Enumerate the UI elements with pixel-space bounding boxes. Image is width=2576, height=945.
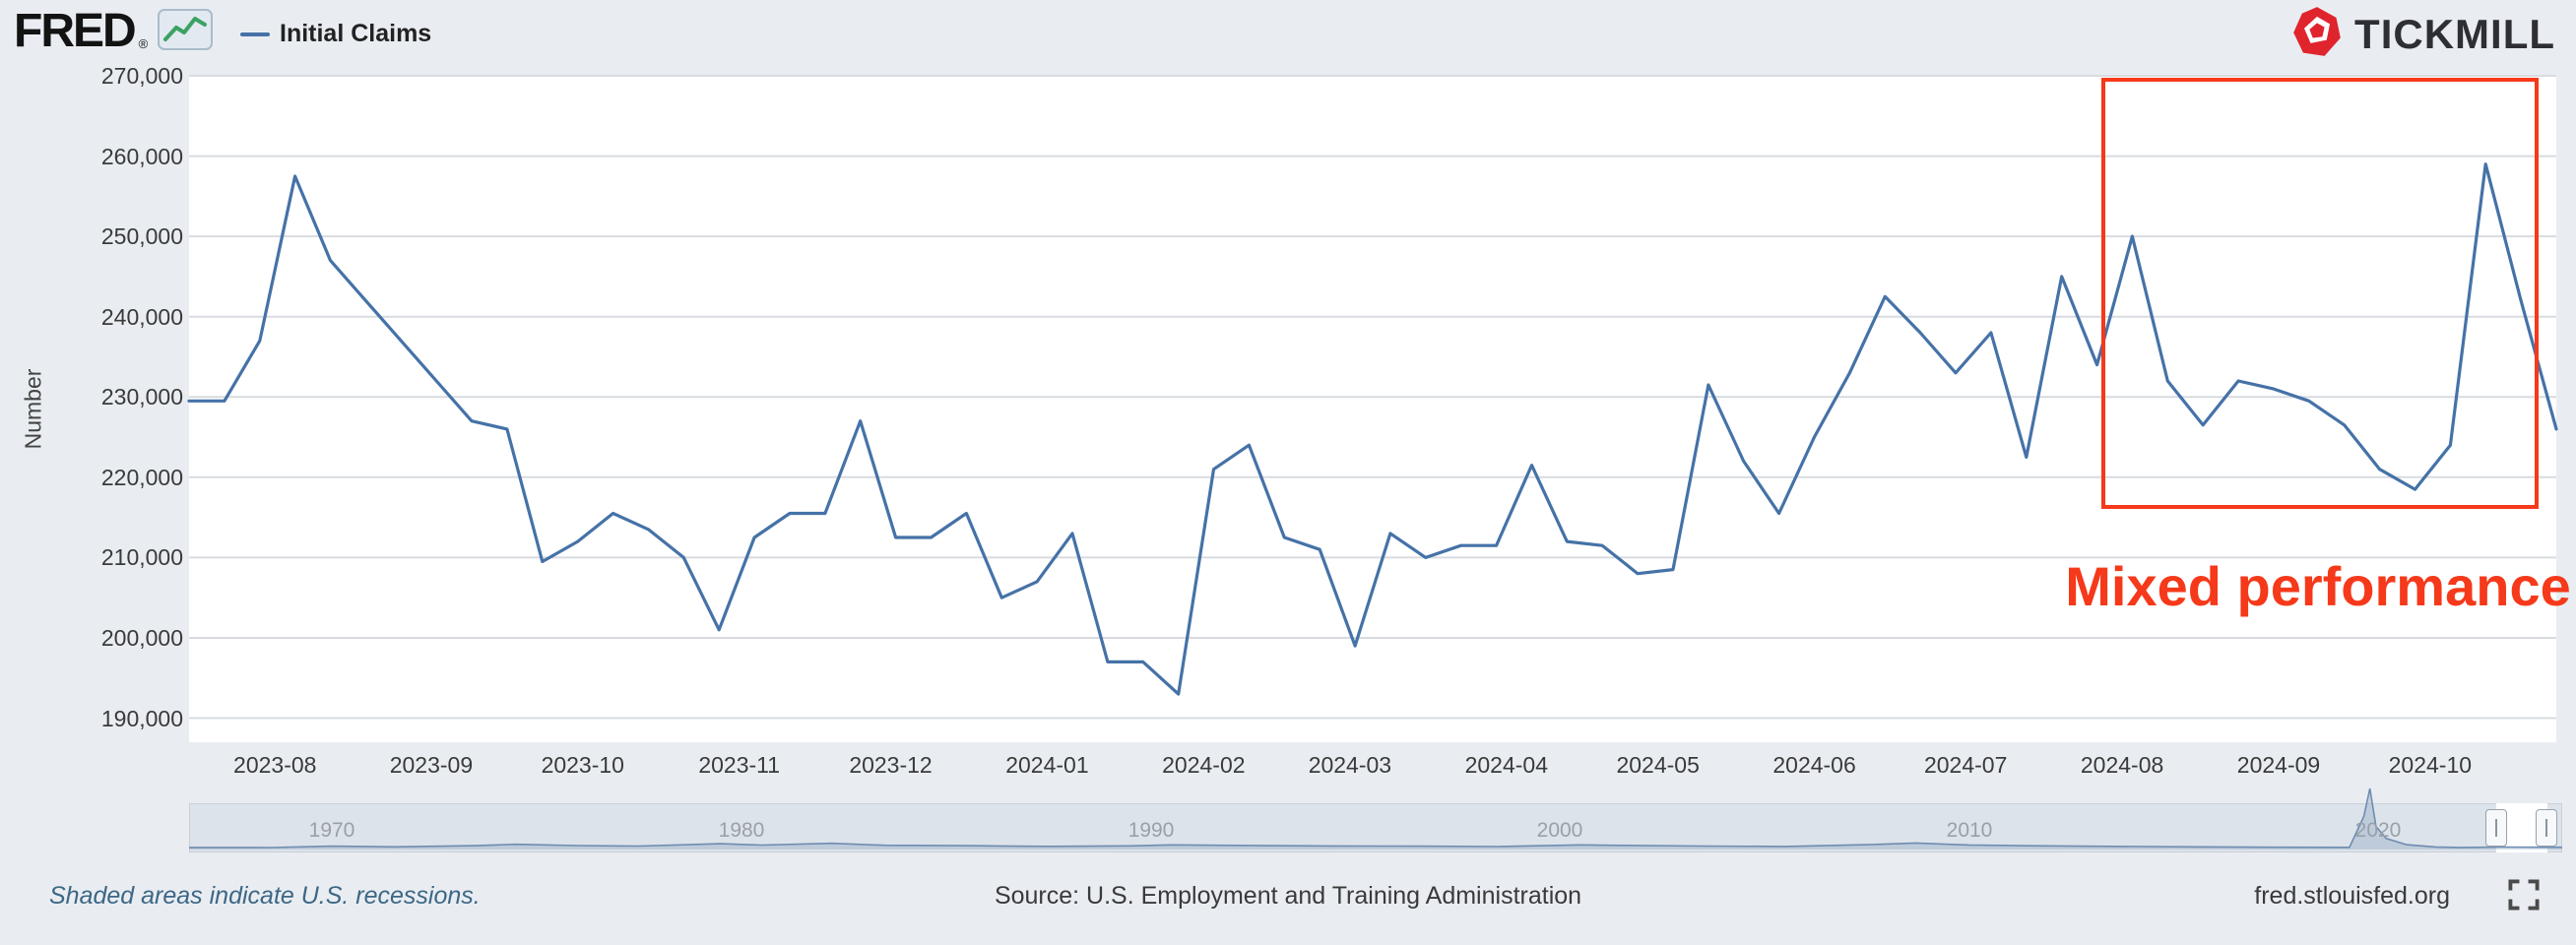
x-tick-label: 2023-08	[233, 752, 317, 778]
x-tick-label: 2023-10	[541, 752, 624, 778]
x-tick-label: 2024-06	[1772, 752, 1856, 778]
y-tick-label: 240,000	[100, 303, 183, 330]
navigator-year-label: 1980	[718, 819, 765, 842]
fred-sparkline-icon	[158, 8, 214, 55]
main-chart	[187, 75, 2558, 720]
annotation-text: Mixed performance	[2065, 555, 2571, 617]
handle-grip	[2495, 819, 2497, 837]
y-tick-label: 250,000	[100, 223, 183, 250]
x-tick-label: 2024-05	[1616, 752, 1700, 778]
plot-area[interactable]	[187, 75, 2558, 742]
navigator-year-label: 2020	[2354, 819, 2402, 842]
fred-logo[interactable]: FRED ®	[14, 5, 214, 57]
x-tick-label: 2023-09	[389, 752, 474, 778]
initial-claims-line	[187, 162, 2558, 696]
tickmill-logo-text: TICKMILL	[2354, 10, 2555, 57]
navigator-year-label: 2000	[1536, 819, 1583, 842]
navigator-track[interactable]	[189, 803, 2562, 852]
navigator-year-label: 2010	[1946, 819, 1993, 842]
legend-line-swatch	[240, 32, 270, 36]
y-tick-label: 220,000	[100, 464, 183, 490]
y-tick-label: 230,000	[100, 384, 183, 410]
series-legend[interactable]: Initial Claims	[240, 20, 431, 48]
fred-logo-text: FRED	[14, 5, 137, 57]
y-tick-label: 200,000	[100, 624, 183, 651]
handle-grip	[2545, 819, 2547, 837]
x-tick-label: 2024-04	[1464, 752, 1549, 778]
x-tick-label: 2024-10	[2388, 752, 2473, 778]
x-tick-label: 2023-12	[849, 752, 933, 778]
navigator-year-label: 1970	[308, 819, 355, 842]
x-tick-label: 2024-02	[1162, 752, 1246, 778]
x-tick-label: 2024-09	[2236, 752, 2321, 778]
x-tick-label: 2024-07	[1923, 752, 2008, 778]
x-tick-label: 2024-03	[1308, 752, 1392, 778]
fred-site-link: fred.stlouisfed.org	[2254, 882, 2450, 910]
x-tick-label: 2024-08	[2080, 752, 2164, 778]
fullscreen-icon[interactable]	[2507, 878, 2541, 912]
navigator-left-handle[interactable]	[2485, 809, 2507, 847]
fred-registered-mark: ®	[138, 36, 149, 51]
navigator-right-handle[interactable]	[2536, 809, 2557, 847]
tickmill-icon	[2291, 6, 2343, 62]
y-tick-label: 210,000	[100, 544, 183, 571]
x-tick-label: 2023-11	[698, 752, 781, 778]
y-tick-label: 260,000	[100, 143, 183, 169]
y-tick-label: 190,000	[100, 705, 183, 731]
tickmill-logo: TICKMILL	[2291, 6, 2555, 62]
range-navigator[interactable]: 1970 1980 1990 2000 2010 2020	[188, 784, 2562, 852]
navigator-year-label: 1990	[1127, 819, 1175, 842]
legend-label: Initial Claims	[280, 20, 432, 47]
y-tick-label: 270,000	[100, 63, 183, 89]
recessions-note[interactable]: Shaded areas indicate U.S. recessions.	[49, 882, 481, 910]
annotation-box	[2101, 78, 2539, 509]
x-tick-label: 2024-01	[1005, 752, 1089, 778]
